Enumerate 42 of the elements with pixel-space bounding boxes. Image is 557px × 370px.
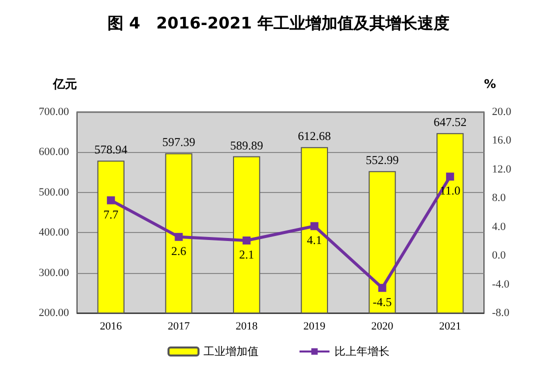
data-label: 578.94 (94, 142, 128, 157)
x-tick-label: 2020 (371, 320, 394, 332)
x-tick-label: 2021 (439, 320, 462, 332)
y2-tick-label: 12.0 (492, 163, 512, 176)
point (378, 284, 386, 292)
legend-label: 工业增加值 (204, 345, 258, 358)
y-tick-label: 700.00 (38, 106, 70, 118)
point (242, 236, 251, 244)
point (106, 196, 115, 204)
data-label: 612.68 (298, 129, 331, 144)
y2-tick-label: 4.0 (492, 220, 506, 233)
y2-axis-title: % (484, 77, 496, 91)
x-tick-label: 2019 (303, 320, 326, 332)
y2-tick-label: 8.0 (492, 192, 506, 204)
y-tick-label: 500.00 (38, 186, 70, 198)
legend-label: 比上年增长 (334, 345, 390, 358)
y-tick-label: 200.00 (38, 307, 70, 319)
point (174, 232, 183, 241)
x-tick-label: 2017 (168, 320, 190, 332)
y2-tick-label: 0.0 (492, 250, 506, 262)
y2-tick-label: 16.0 (492, 134, 512, 147)
y-tick-label: 300.00 (38, 266, 70, 279)
y2-tick-label: -8.0 (492, 307, 510, 319)
y-axis-title: 亿元 (52, 77, 77, 91)
chart-title: 图 4 2016-2021 年工业增加值及其增长速度 (108, 14, 450, 32)
data-label: 2.6 (171, 244, 186, 258)
data-label: 4.1 (306, 233, 322, 248)
y2-tick-label: -4.0 (492, 278, 510, 290)
y2-tick-label: 20.0 (492, 106, 512, 118)
data-label: 7.7 (103, 207, 118, 222)
x-tick-label: 2018 (236, 320, 258, 332)
data-label: 589.89 (230, 138, 264, 152)
point (310, 222, 318, 230)
data-label: 2.1 (239, 247, 254, 262)
data-label: -4.5 (372, 294, 392, 309)
x-tick-label: 2016 (100, 320, 122, 332)
data-label: 597.39 (162, 135, 196, 150)
y-tick-label: 600.00 (38, 146, 70, 158)
data-label: 647.52 (434, 115, 467, 130)
data-label: 552.99 (366, 153, 399, 168)
y-tick-label: 400.00 (38, 226, 70, 239)
point (446, 172, 454, 181)
